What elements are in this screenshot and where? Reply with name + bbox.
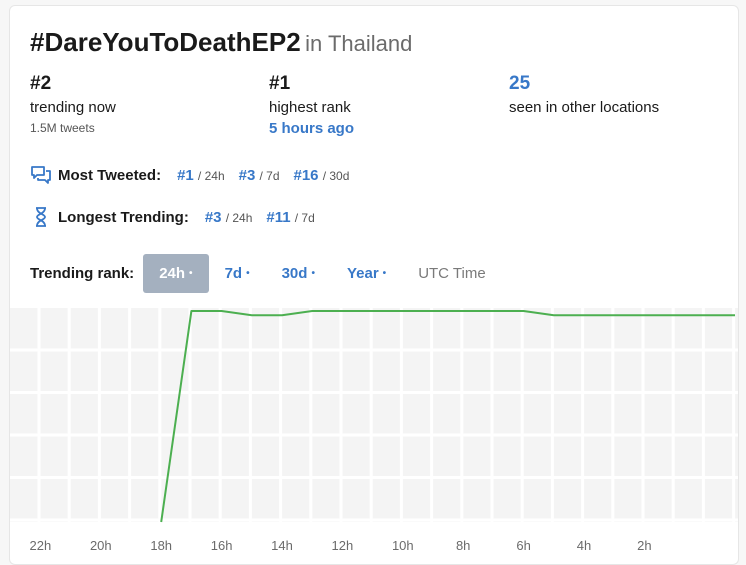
x-tick-label: 2h bbox=[637, 538, 651, 553]
longest-trending-24h-link[interactable]: #3 / 24h bbox=[205, 209, 253, 226]
highest-rank-time-link[interactable]: 5 hours ago bbox=[269, 119, 354, 139]
tweet-count: 1.5M tweets bbox=[30, 121, 116, 135]
x-tick-label: 4h bbox=[577, 538, 591, 553]
x-tick-label: 16h bbox=[211, 538, 233, 553]
page-title: #DareYouToDeathEP2 in Thailand bbox=[30, 27, 412, 58]
hashtag-title: #DareYouToDeathEP2 bbox=[30, 27, 301, 57]
chat-bubbles-icon bbox=[30, 164, 52, 186]
most-tweeted-24h-link[interactable]: #1 / 24h bbox=[177, 167, 225, 184]
longest-trending-7d-link[interactable]: #11 / 7d bbox=[266, 209, 314, 226]
x-tick-label: 6h bbox=[516, 538, 530, 553]
stat-trending-now: #2 trending now 1.5M tweets bbox=[30, 73, 116, 135]
most-tweeted-7d-link[interactable]: #3 / 7d bbox=[239, 167, 280, 184]
hourglass-icon bbox=[30, 206, 52, 228]
trend-card: #DareYouToDeathEP2 in Thailand #2 trendi… bbox=[9, 5, 739, 565]
longest-trending-label: Longest Trending: bbox=[58, 209, 189, 226]
x-tick-label: 8h bbox=[456, 538, 470, 553]
most-tweeted-30d-link[interactable]: #16 / 30d bbox=[294, 167, 350, 184]
x-tick-label: 10h bbox=[392, 538, 414, 553]
x-tick-label: 12h bbox=[332, 538, 354, 553]
tab-30d[interactable]: 30d• bbox=[266, 254, 331, 293]
trending-rank-tabs: Trending rank: 24h• 7d• 30d• Year• UTC T… bbox=[30, 253, 502, 293]
plot-background bbox=[10, 308, 739, 522]
x-tick-label: 14h bbox=[271, 538, 293, 553]
x-tick-label: 22h bbox=[30, 538, 52, 553]
most-tweeted-label: Most Tweeted: bbox=[58, 167, 161, 184]
stat-value: #1 bbox=[269, 73, 354, 95]
trending-rank-label: Trending rank: bbox=[30, 265, 134, 282]
tab-year[interactable]: Year• bbox=[331, 254, 402, 293]
tab-24h[interactable]: 24h• bbox=[143, 254, 208, 293]
trending-rank-chart: 22h 20h 18h 16h 14h 12h 10h 8h 6h 4h 2h bbox=[10, 308, 739, 565]
stat-other-locations: 25 seen in other locations bbox=[509, 73, 659, 119]
utc-time-toggle[interactable]: UTC Time bbox=[402, 254, 502, 293]
longest-trending-row: Longest Trending: #3 / 24h #11 / 7d bbox=[30, 206, 329, 228]
x-tick-label: 18h bbox=[150, 538, 172, 553]
stat-label: seen in other locations bbox=[509, 97, 659, 119]
stat-label: trending now bbox=[30, 97, 116, 119]
other-locations-count-link[interactable]: 25 bbox=[509, 73, 659, 95]
location-label: in Thailand bbox=[305, 31, 412, 56]
stat-highest-rank: #1 highest rank 5 hours ago bbox=[269, 73, 354, 139]
stat-value: #2 bbox=[30, 73, 116, 95]
stat-label: highest rank bbox=[269, 97, 354, 119]
x-tick-label: 20h bbox=[90, 538, 112, 553]
tab-7d[interactable]: 7d• bbox=[209, 254, 266, 293]
most-tweeted-row: Most Tweeted: #1 / 24h #3 / 7d #16 / 30d bbox=[30, 164, 363, 186]
